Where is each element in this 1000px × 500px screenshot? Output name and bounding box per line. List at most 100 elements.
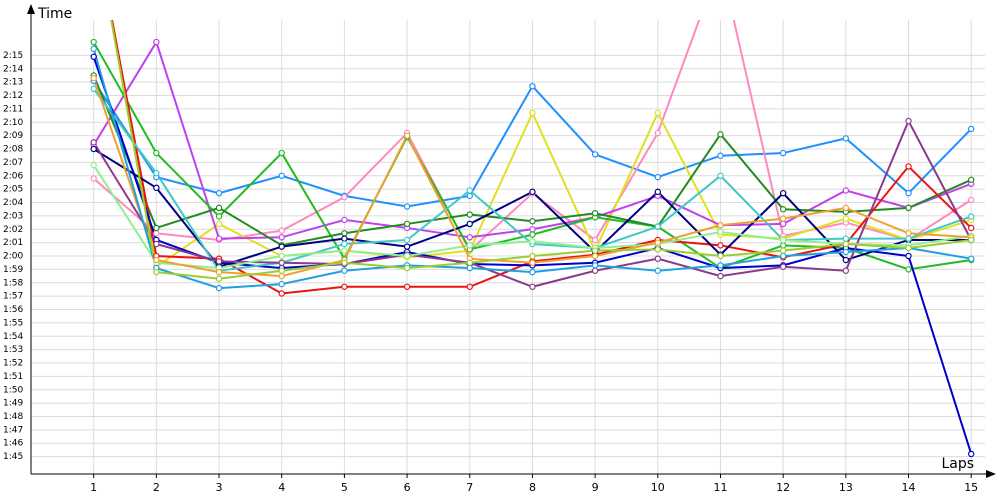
x-tick-label: 4 (278, 481, 285, 494)
point (466, 264, 473, 272)
point (278, 290, 285, 297)
point (403, 264, 411, 272)
point (403, 236, 411, 244)
point (278, 280, 285, 288)
point (842, 240, 850, 248)
x-tick-label: 12 (776, 481, 790, 494)
x-tick-label: 14 (902, 481, 916, 494)
point (403, 283, 411, 290)
point (717, 152, 724, 159)
point (967, 450, 975, 458)
point (717, 242, 724, 249)
y-axis-label: Time (37, 6, 72, 22)
y-tick-label: 2:08 (3, 145, 23, 155)
y-tick-label: 1:46 (3, 439, 23, 449)
point (341, 267, 348, 274)
point (779, 220, 787, 228)
point (967, 236, 975, 244)
lines (90, 20, 975, 458)
point (717, 252, 724, 260)
point (215, 258, 223, 265)
point (466, 234, 473, 241)
x-tick-label: 2 (153, 481, 160, 494)
point (153, 268, 160, 276)
point (905, 252, 912, 260)
x-axis-label: Laps (941, 456, 974, 472)
point (278, 243, 285, 250)
point (654, 239, 661, 246)
point (341, 259, 348, 266)
x-tick-label: 5 (341, 481, 348, 494)
point (591, 210, 599, 217)
point (842, 204, 850, 212)
point (905, 235, 912, 242)
y-tick-label: 1:57 (3, 292, 23, 302)
x-tick-label: 7 (466, 481, 473, 494)
point (466, 242, 473, 249)
point (90, 45, 97, 52)
point (654, 129, 661, 137)
point (403, 220, 411, 228)
point (591, 262, 599, 269)
point (779, 149, 787, 157)
point (90, 74, 97, 82)
point (529, 238, 536, 245)
point (967, 255, 975, 262)
x-tick-label: 13 (839, 481, 853, 494)
y-tick-label: 1:54 (3, 332, 23, 342)
point (90, 139, 97, 146)
point (905, 204, 912, 212)
point (90, 175, 97, 182)
y-tick-label: 2:00 (3, 252, 23, 262)
point (403, 203, 411, 210)
y-tick-label: 1:48 (3, 412, 23, 422)
x-tick-label: 8 (529, 481, 536, 494)
x-tick-label: 3 (216, 481, 223, 494)
point (591, 236, 599, 244)
point (967, 224, 975, 232)
point (654, 267, 661, 274)
y-tick-label: 2:05 (3, 185, 23, 195)
point (90, 85, 97, 93)
point (215, 189, 223, 197)
point (278, 227, 285, 234)
point (153, 149, 160, 157)
point (591, 252, 599, 260)
point (90, 161, 97, 169)
point (466, 192, 473, 200)
y-tick-label: 1:55 (3, 318, 23, 328)
point (529, 188, 536, 196)
point (278, 252, 285, 260)
x-tick-label: 15 (964, 481, 978, 494)
point (967, 213, 975, 220)
point (591, 151, 599, 158)
y-tick-label: 2:12 (3, 91, 23, 101)
point (278, 149, 285, 157)
point (654, 246, 661, 253)
x-tick-label: 1 (90, 481, 97, 494)
y-tick-label: 1:52 (3, 359, 23, 369)
point (529, 268, 536, 276)
y-tick-label: 1:58 (3, 278, 23, 288)
y-tick-label: 2:13 (3, 78, 23, 88)
y-axis-arrow (27, 4, 35, 14)
point (779, 215, 787, 222)
point (403, 132, 411, 139)
point (529, 252, 536, 260)
point (90, 53, 97, 60)
point (403, 243, 411, 250)
point (905, 189, 912, 197)
point (654, 188, 661, 196)
point (90, 38, 97, 46)
point (341, 235, 348, 242)
point (153, 184, 160, 192)
point (654, 223, 661, 230)
point (278, 267, 285, 274)
point (278, 272, 285, 280)
x-tick-label: 9 (592, 481, 599, 494)
y-tick-label: 1:59 (3, 265, 23, 275)
point (717, 262, 724, 269)
point (90, 145, 97, 153)
point (529, 82, 536, 90)
